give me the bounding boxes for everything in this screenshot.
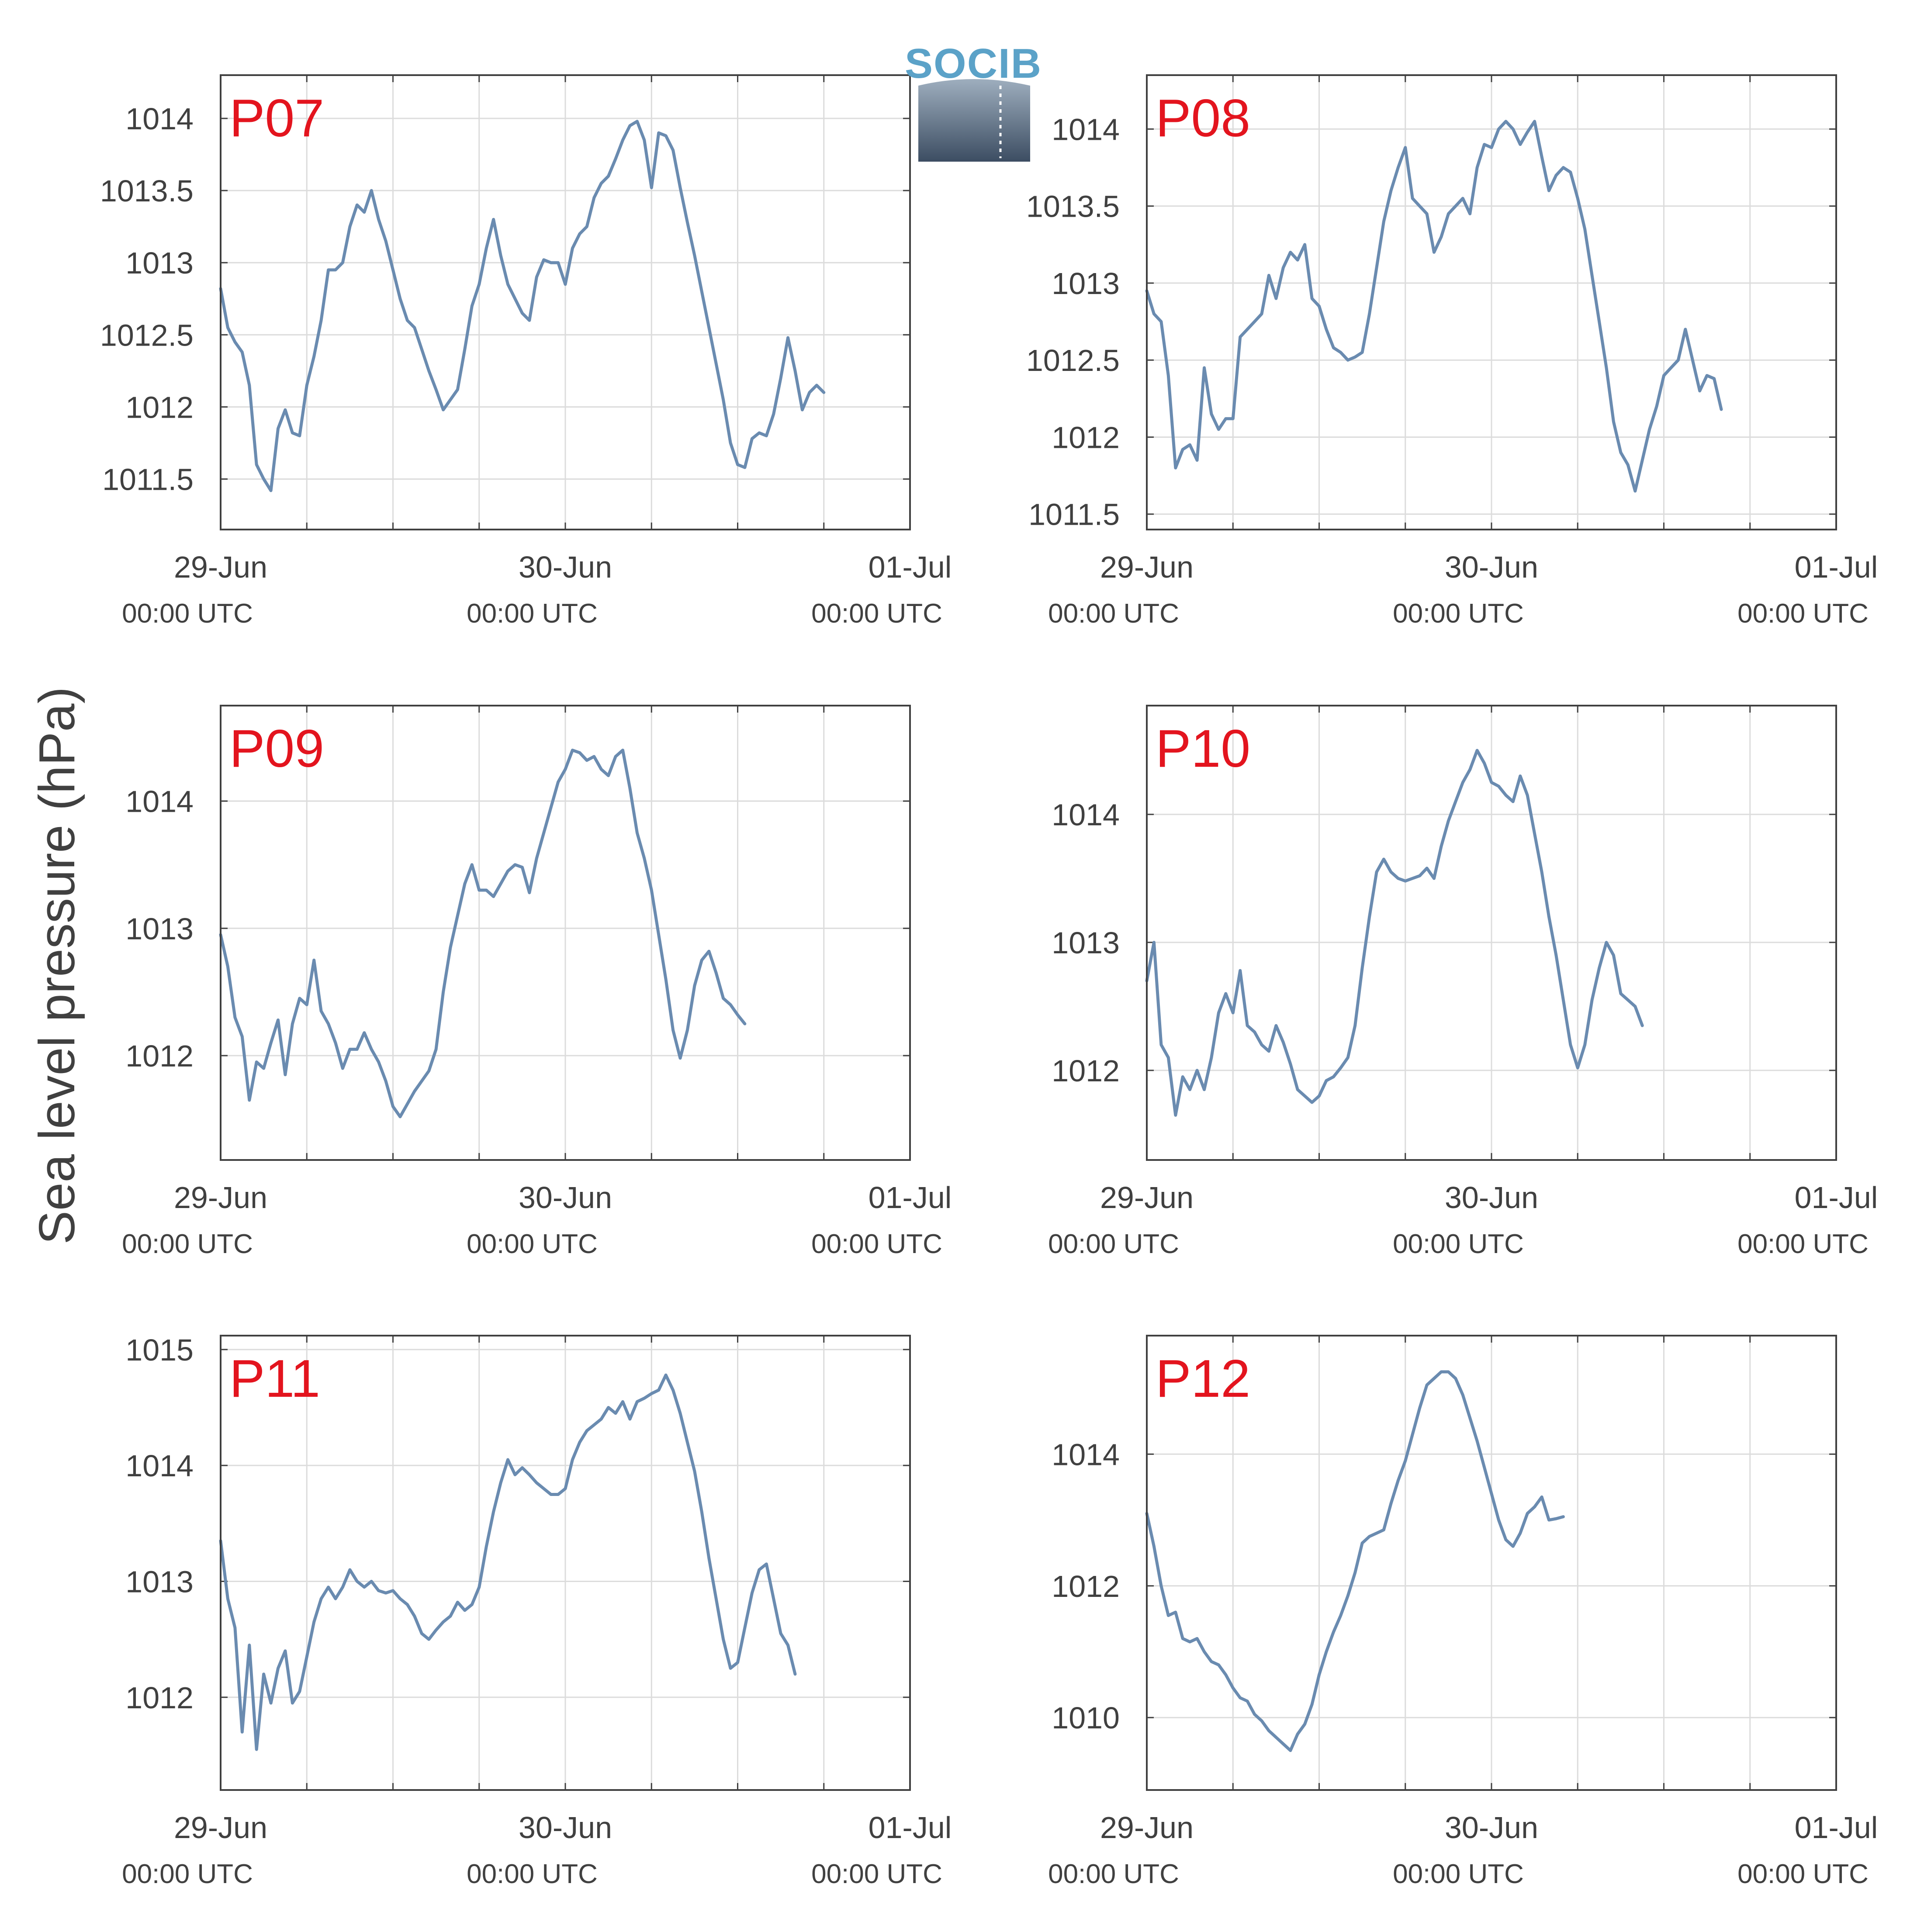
x-tick-label: 01-Jul xyxy=(1795,550,1878,584)
panel-p08: 1011.5 1012 1012.5 1013 1013.5 1014 29-Jun 00:0… xyxy=(1026,74,1878,629)
y-tick-label: 1011.5 xyxy=(102,462,194,496)
plot-frame xyxy=(1146,1335,1837,1791)
y-tick-label: 1013 xyxy=(125,912,194,946)
x-tick-sublabel: 00:00 UTC xyxy=(1393,1859,1524,1889)
panel-label-p09: P09 xyxy=(229,719,324,778)
pressure-line-p08 xyxy=(1145,120,1723,493)
pressure-line-p09 xyxy=(219,748,747,1118)
x-tick-sublabel: 00:00 UTC xyxy=(1737,599,1869,629)
plot-frame xyxy=(1146,705,1837,1161)
panel-p11: 1012 1013 1014 1015 29-Jun 00:00 UTC 30-Jun 00:… xyxy=(122,1333,952,1889)
y-tick-label: 1010 xyxy=(1052,1701,1120,1735)
x-tick-sublabel: 00:00 UTC xyxy=(467,1859,598,1889)
logo-wave xyxy=(918,79,1030,162)
x-tick-sublabel: 00:00 UTC xyxy=(1737,1859,1869,1889)
panel-label-p10: P10 xyxy=(1156,719,1250,778)
panel-p12: 1010 1012 1014 29-Jun 00:00 UTC 30-Jun 00:00 U… xyxy=(1048,1335,1878,1889)
panels: 1011.5 1012 1012.5 1013 1013.5 1014 29-Jun 00:0… xyxy=(100,74,1878,1889)
x-tick-label: 29-Jun xyxy=(174,550,267,584)
x-tick-sublabel: 00:00 UTC xyxy=(467,1229,598,1259)
panel-label-p08: P08 xyxy=(1156,88,1250,148)
y-tick-label: 1012 xyxy=(1052,1054,1120,1088)
y-tick-label: 1012 xyxy=(125,1039,194,1073)
pressure-line-p11 xyxy=(219,1373,797,1751)
y-tick-label: 1013 xyxy=(125,1565,194,1599)
y-tick-label: 1014 xyxy=(1052,798,1120,832)
y-tick-label: 1013.5 xyxy=(100,174,194,208)
panel-p09: 1012 1013 1014 29-Jun 00:00 UTC 30-Jun 00:00 U… xyxy=(122,705,952,1259)
x-tick-sublabel: 00:00 UTC xyxy=(1393,1229,1524,1259)
y-tick-label: 1013 xyxy=(1052,267,1120,301)
y-axis-label: Sea level pressure (hPa) xyxy=(28,687,85,1245)
x-tick-sublabel: 00:00 UTC xyxy=(1048,599,1179,629)
panel-p07: 1011.5 1012 1012.5 1013 1013.5 1014 29-Jun 00:0… xyxy=(100,74,952,629)
x-tick-sublabel: 00:00 UTC xyxy=(467,599,598,629)
y-tick-label: 1011.5 xyxy=(1028,498,1120,532)
y-tick-label: 1014 xyxy=(125,784,194,818)
x-tick-label: 01-Jul xyxy=(869,1811,952,1845)
x-tick-label: 01-Jul xyxy=(869,1181,952,1215)
y-tick-label: 1012.5 xyxy=(1026,343,1120,377)
pressure-line-p07 xyxy=(219,120,826,492)
x-tick-label: 30-Jun xyxy=(1445,1811,1538,1845)
plot-frame xyxy=(1146,74,1837,530)
y-tick-label: 1013 xyxy=(125,246,194,280)
socib-logo: SOCIB xyxy=(905,40,1041,162)
x-tick-label: 29-Jun xyxy=(1100,1811,1194,1845)
plot-frame xyxy=(220,705,911,1161)
y-tick-label: 1013 xyxy=(1052,926,1120,960)
y-tick-label: 1015 xyxy=(125,1333,194,1367)
y-tick-label: 1012 xyxy=(1052,420,1120,454)
panel-label-p11: P11 xyxy=(229,1349,320,1408)
x-tick-label: 30-Jun xyxy=(1445,550,1538,584)
x-tick-sublabel: 00:00 UTC xyxy=(1737,1229,1869,1259)
y-tick-label: 1014 xyxy=(1052,112,1120,146)
plot-frame xyxy=(220,74,911,530)
y-tick-label: 1013.5 xyxy=(1026,190,1120,224)
plot-frame xyxy=(220,1335,911,1791)
x-tick-sublabel: 00:00 UTC xyxy=(811,1859,942,1889)
x-tick-sublabel: 00:00 UTC xyxy=(1048,1859,1179,1889)
x-tick-sublabel: 00:00 UTC xyxy=(122,1229,253,1259)
y-tick-label: 1012 xyxy=(125,1681,194,1715)
x-tick-label: 30-Jun xyxy=(519,1811,612,1845)
x-tick-label: 01-Jul xyxy=(1795,1181,1878,1215)
x-tick-label: 30-Jun xyxy=(519,1181,612,1215)
pressure-line-p10 xyxy=(1145,749,1644,1117)
x-tick-label: 30-Jun xyxy=(519,550,612,584)
panel-label-p07: P07 xyxy=(229,88,324,148)
x-tick-label: 29-Jun xyxy=(1100,550,1194,584)
panel-label-p12: P12 xyxy=(1156,1349,1250,1408)
y-tick-label: 1014 xyxy=(1052,1437,1120,1472)
y-tick-label: 1014 xyxy=(125,1449,194,1483)
y-tick-label: 1012 xyxy=(125,390,194,424)
x-tick-sublabel: 00:00 UTC xyxy=(122,1859,253,1889)
x-tick-label: 01-Jul xyxy=(869,550,952,584)
x-tick-sublabel: 00:00 UTC xyxy=(811,1229,942,1259)
x-tick-label: 30-Jun xyxy=(1445,1181,1538,1215)
panel-p10: 1012 1013 1014 29-Jun 00:00 UTC 30-Jun 00:00 U… xyxy=(1048,705,1878,1259)
y-tick-label: 1014 xyxy=(125,102,194,136)
x-tick-label: 29-Jun xyxy=(1100,1181,1194,1215)
x-tick-sublabel: 00:00 UTC xyxy=(122,599,253,629)
y-tick-label: 1012.5 xyxy=(100,318,194,352)
x-tick-sublabel: 00:00 UTC xyxy=(1048,1229,1179,1259)
x-tick-label: 01-Jul xyxy=(1795,1811,1878,1845)
x-tick-sublabel: 00:00 UTC xyxy=(1393,599,1524,629)
x-tick-label: 29-Jun xyxy=(174,1811,267,1845)
y-tick-label: 1012 xyxy=(1052,1569,1120,1603)
x-tick-label: 29-Jun xyxy=(174,1181,267,1215)
x-tick-sublabel: 00:00 UTC xyxy=(811,599,942,629)
pressure-line-p12 xyxy=(1145,1370,1565,1752)
